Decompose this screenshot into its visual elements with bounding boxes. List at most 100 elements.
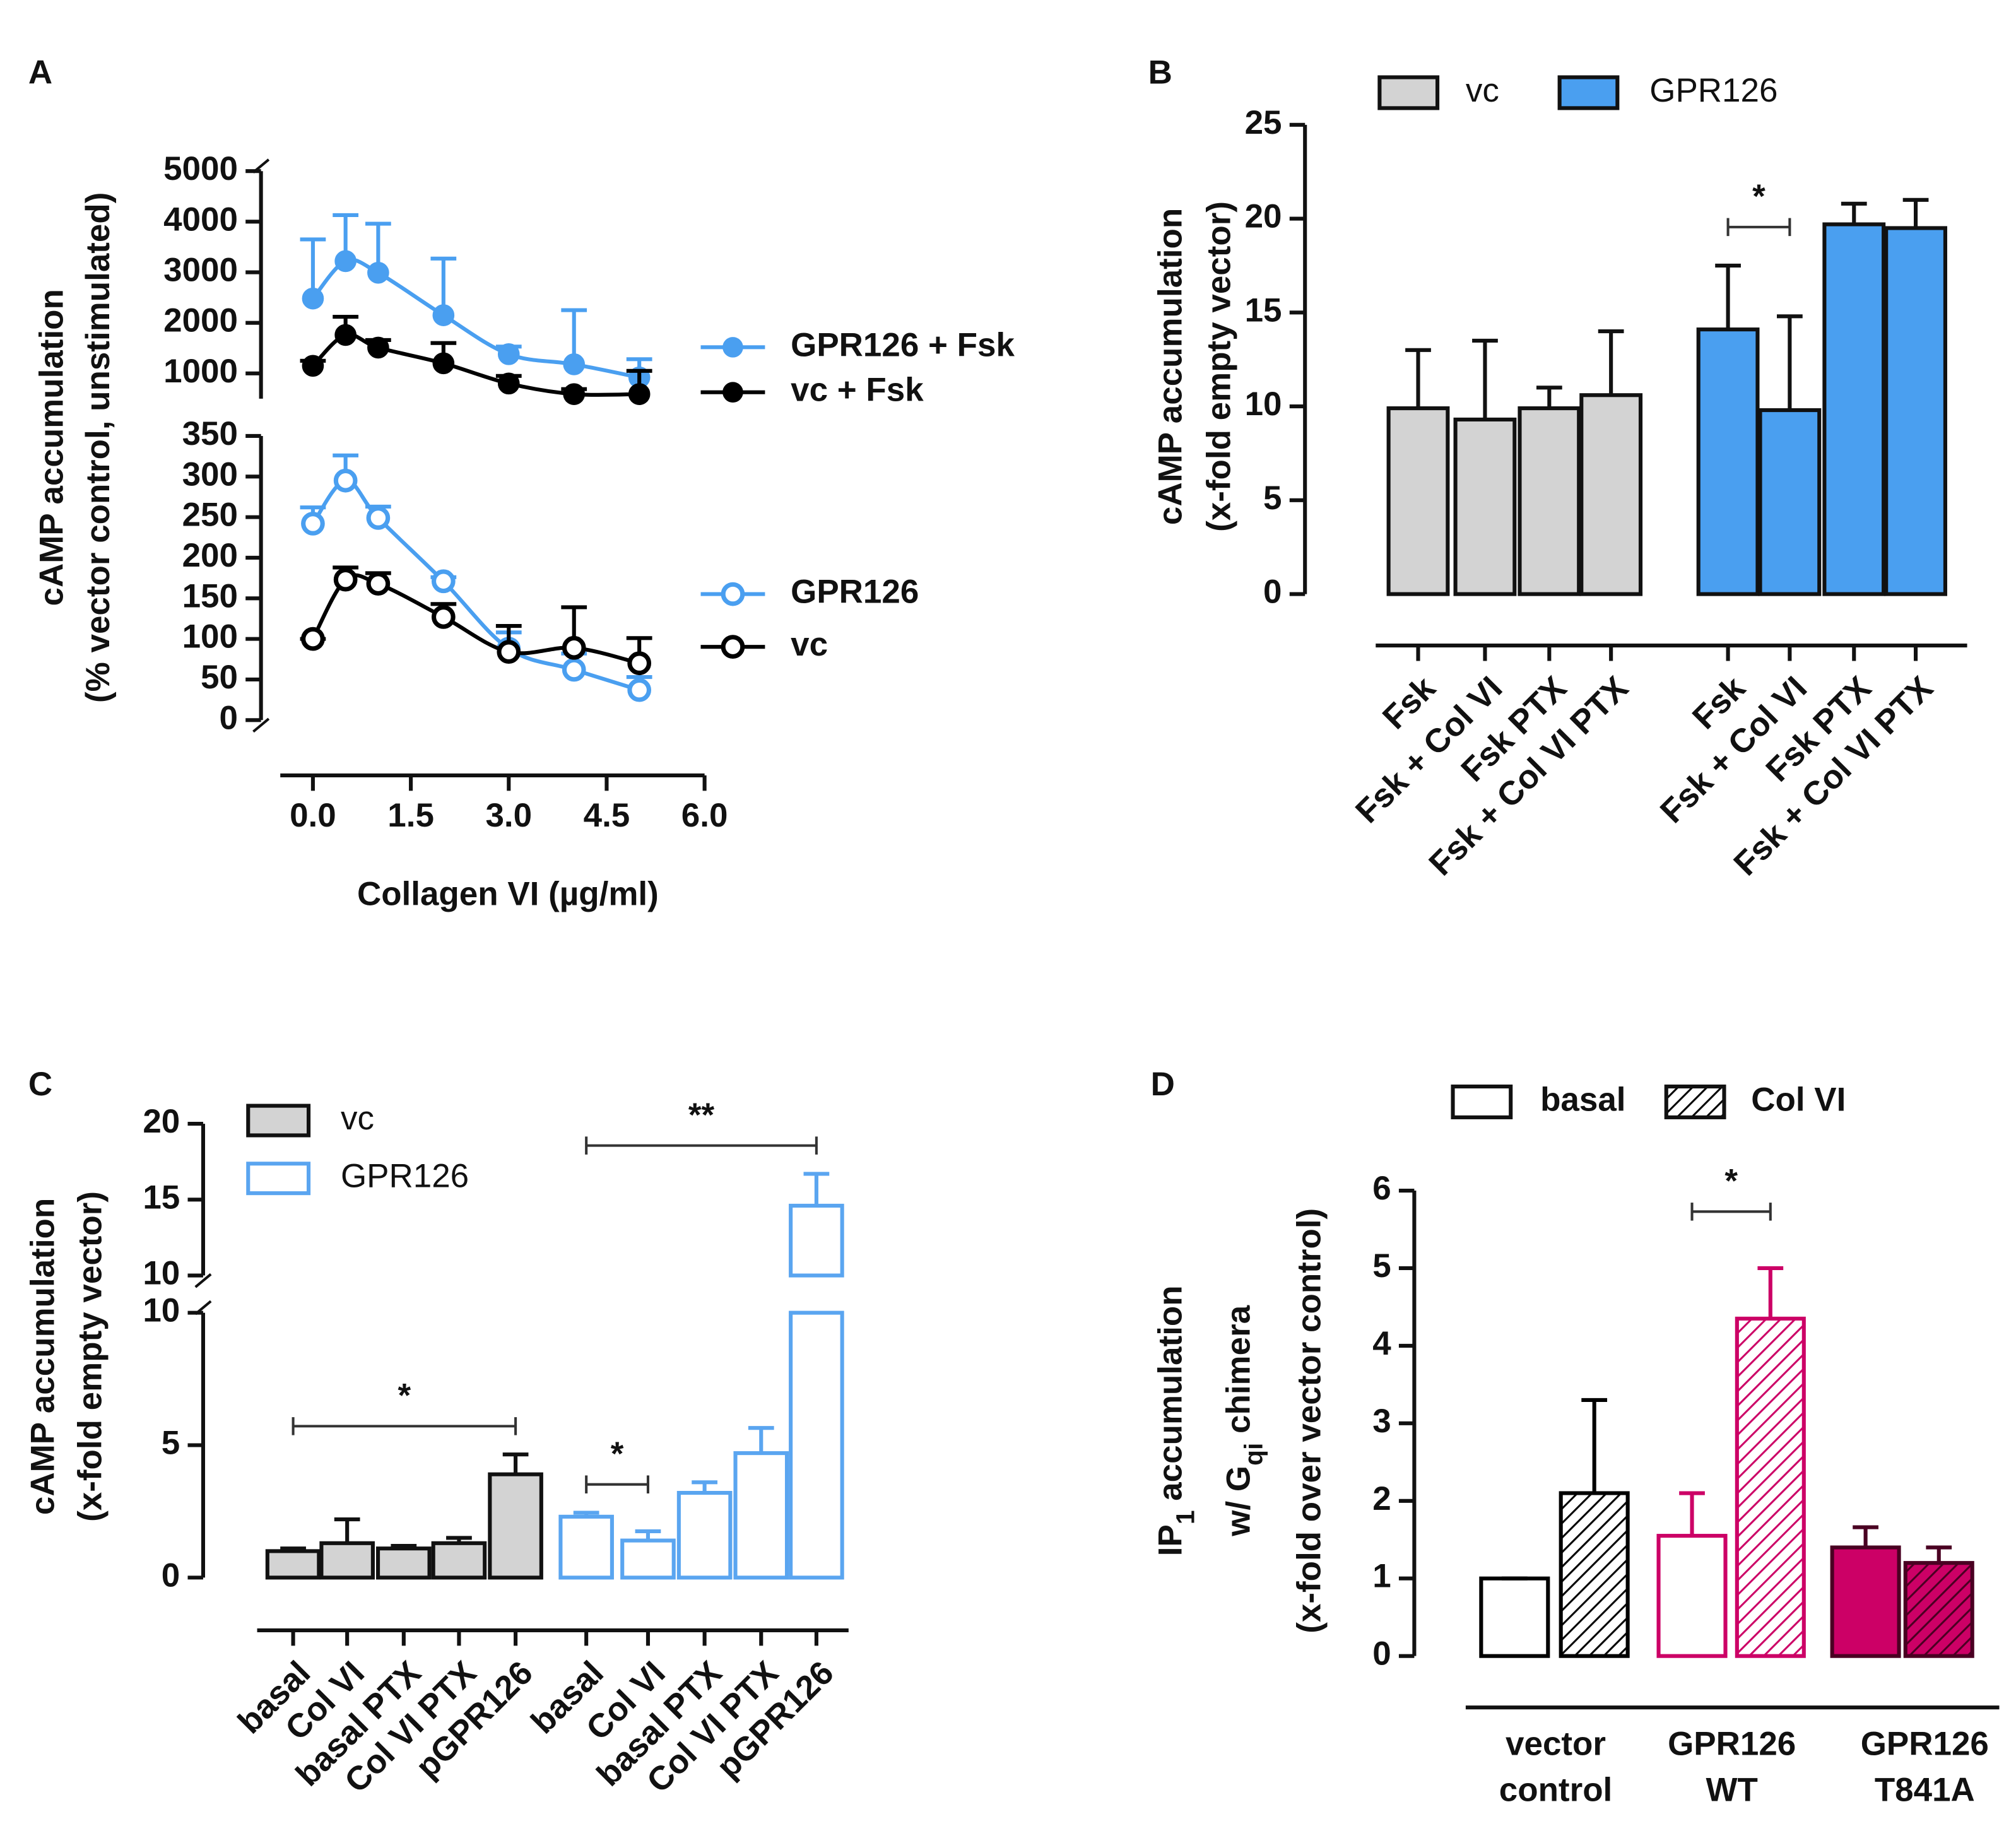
bar (1656, 1534, 1728, 1658)
bar (558, 1514, 614, 1580)
bar (676, 1491, 733, 1580)
y-tick-label: 1 (1372, 1558, 1391, 1595)
legend-label: basal (1540, 1081, 1625, 1118)
y-axis-label-part: qi (1239, 1443, 1268, 1466)
point (497, 372, 520, 395)
bar (1830, 1545, 1901, 1658)
bar (1559, 1491, 1630, 1658)
legend-label: Col VI (1751, 1081, 1846, 1118)
axis-break (252, 717, 270, 733)
y-axis-label: w/ Gqi chimera (1220, 1305, 1268, 1536)
legend-swatch (1451, 1084, 1513, 1119)
point (334, 250, 357, 273)
point (627, 651, 652, 676)
legend-label: vc (341, 1100, 374, 1137)
x-category-label: vector (1506, 1725, 1606, 1762)
bar (1696, 327, 1760, 596)
y-tick-label: 300 (182, 456, 238, 493)
legend-marker (721, 635, 745, 659)
y-tick-label: 10 (143, 1292, 180, 1329)
x-category-label: T841A (1875, 1772, 1975, 1809)
y-tick-label: 5 (1263, 480, 1282, 517)
y-tick-label: 1000 (163, 353, 238, 390)
x-tick-label: 1.5 (387, 797, 434, 834)
point (431, 569, 456, 594)
y-tick-label: 50 (201, 659, 238, 696)
point (563, 383, 586, 405)
bar (1453, 417, 1517, 596)
y-tick-label: 15 (1245, 291, 1282, 329)
x-tick-label: 6.0 (681, 797, 728, 834)
point (432, 352, 455, 375)
bar (1884, 226, 1947, 596)
significance-label: ** (688, 1097, 715, 1134)
legend-label: GPR126 (341, 1158, 469, 1195)
point (628, 383, 651, 405)
y-tick-label: 20 (143, 1103, 180, 1140)
point (366, 506, 391, 530)
point (367, 261, 389, 284)
y-tick-label: 5 (1372, 1247, 1391, 1285)
bar (733, 1451, 789, 1580)
legend-swatch (1377, 75, 1440, 110)
y-tick-label: 6 (1372, 1170, 1391, 1207)
point (302, 355, 324, 377)
y-tick-label: 2 (1372, 1480, 1391, 1517)
point (562, 657, 586, 682)
legend-label: GPR126 (1649, 72, 1777, 109)
y-axis-label: (x-fold empty vector) (1201, 201, 1238, 532)
y-tick-label: 150 (182, 577, 238, 615)
y-tick-label: 2000 (163, 302, 238, 339)
axis-break (194, 1273, 212, 1288)
legend-label: GPR126 + Fsk (791, 326, 1015, 363)
bar (789, 1310, 844, 1580)
y-tick-label: 350 (182, 415, 238, 452)
legend-swatch (1664, 1084, 1726, 1119)
point (301, 627, 325, 651)
y-axis-label: (x-fold empty vector) (72, 1191, 109, 1522)
bar (620, 1538, 676, 1580)
point (333, 567, 358, 592)
y-axis-label-part: IP (1152, 1524, 1189, 1556)
y-axis-label: cAMP accumulation (24, 1198, 61, 1515)
y-axis-label: cAMP accumulation (33, 289, 71, 606)
panel-letter: C (28, 1066, 52, 1103)
significance-label: * (1752, 178, 1765, 215)
y-tick-label: 0 (1372, 1635, 1391, 1673)
point (431, 605, 456, 629)
panel-letter: D (1151, 1066, 1175, 1103)
bar (431, 1541, 487, 1580)
point (497, 343, 520, 365)
y-tick-label: 0 (1263, 574, 1282, 611)
axis-break (194, 1300, 212, 1316)
significance-label: * (611, 1435, 624, 1473)
y-tick-label: 10 (1245, 386, 1282, 423)
x-tick-label: 0.0 (290, 797, 336, 834)
bar (1518, 406, 1581, 596)
legend-swatch (246, 1104, 311, 1138)
point (301, 512, 325, 536)
bar (1758, 408, 1822, 596)
panel-letter: B (1148, 54, 1172, 91)
legend-label: vc (1466, 72, 1499, 109)
y-tick-label: 100 (182, 618, 238, 656)
bar (789, 1203, 844, 1278)
y-tick-label: 15 (143, 1179, 180, 1216)
axis-break (252, 158, 270, 174)
point (497, 640, 521, 664)
panel-letter: A (28, 54, 52, 91)
y-tick-label: 10 (143, 1255, 180, 1292)
bar (1479, 1576, 1550, 1658)
y-tick-label: 200 (182, 537, 238, 574)
legend-swatch (1557, 75, 1620, 110)
bar (1903, 1561, 1974, 1658)
series-line (311, 333, 640, 397)
legend-label: GPR126 (791, 574, 919, 611)
legend-label: vc (791, 626, 828, 663)
point (366, 572, 391, 596)
y-axis-label-part: w/ G (1220, 1466, 1257, 1537)
